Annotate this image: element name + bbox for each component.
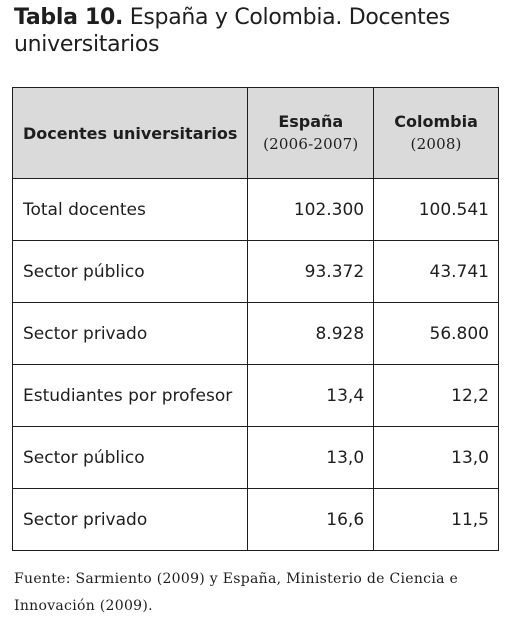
row-label: Estudiantes por profesor xyxy=(11,364,249,427)
table-row: Sector privado 16,6 11,5 xyxy=(11,488,499,551)
row-label: Total docentes xyxy=(11,178,249,241)
cell-colombia: 12,2 xyxy=(373,364,499,427)
table-number: Tabla 10. xyxy=(14,5,124,30)
cell-colombia: 100.541 xyxy=(373,178,499,241)
header-col-colombia-name: Colombia xyxy=(394,112,478,131)
header-col-espana: España (2006-2007) xyxy=(247,87,375,179)
cell-colombia: 43.741 xyxy=(373,240,499,303)
table-row: Sector privado 8.928 56.800 xyxy=(11,302,499,365)
data-table: Docentes universitarios España (2006-200… xyxy=(11,87,499,551)
cell-espana: 8.928 xyxy=(247,302,375,365)
table-row: Estudiantes por profesor 13,4 12,2 xyxy=(11,364,499,427)
cell-espana: 16,6 xyxy=(247,488,375,551)
header-col-espana-period: (2006-2007) xyxy=(263,135,359,153)
header-col-colombia-period: (2008) xyxy=(410,135,462,153)
row-label: Sector privado xyxy=(11,302,249,365)
table-title: Tabla 10. España y Colombia. Docentes un… xyxy=(14,4,494,58)
source-note: Fuente: Sarmiento (2009) y España, Minis… xyxy=(14,571,459,614)
cell-espana: 102.300 xyxy=(247,178,375,241)
row-label: Sector público xyxy=(11,426,249,489)
table-row: Sector público 13,0 13,0 xyxy=(11,426,499,489)
header-row-label: Docentes universitarios xyxy=(11,87,249,179)
cell-colombia: 13,0 xyxy=(373,426,499,489)
cell-colombia: 56.800 xyxy=(373,302,499,365)
cell-espana: 93.372 xyxy=(247,240,375,303)
cell-espana: 13,4 xyxy=(247,364,375,427)
row-label: Sector privado xyxy=(11,488,249,551)
cell-espana: 13,0 xyxy=(247,426,375,489)
row-label: Sector público xyxy=(11,240,249,303)
table-caption: España y Colombia. Docentes universitari… xyxy=(14,5,450,57)
cell-colombia: 11,5 xyxy=(373,488,499,551)
table-row: Sector público 93.372 43.741 xyxy=(11,240,499,303)
header-row: Docentes universitarios España (2006-200… xyxy=(11,87,499,179)
header-col-espana-name: España xyxy=(278,112,344,131)
header-col-colombia: Colombia (2008) xyxy=(373,87,499,179)
table-row: Total docentes 102.300 100.541 xyxy=(11,178,499,241)
